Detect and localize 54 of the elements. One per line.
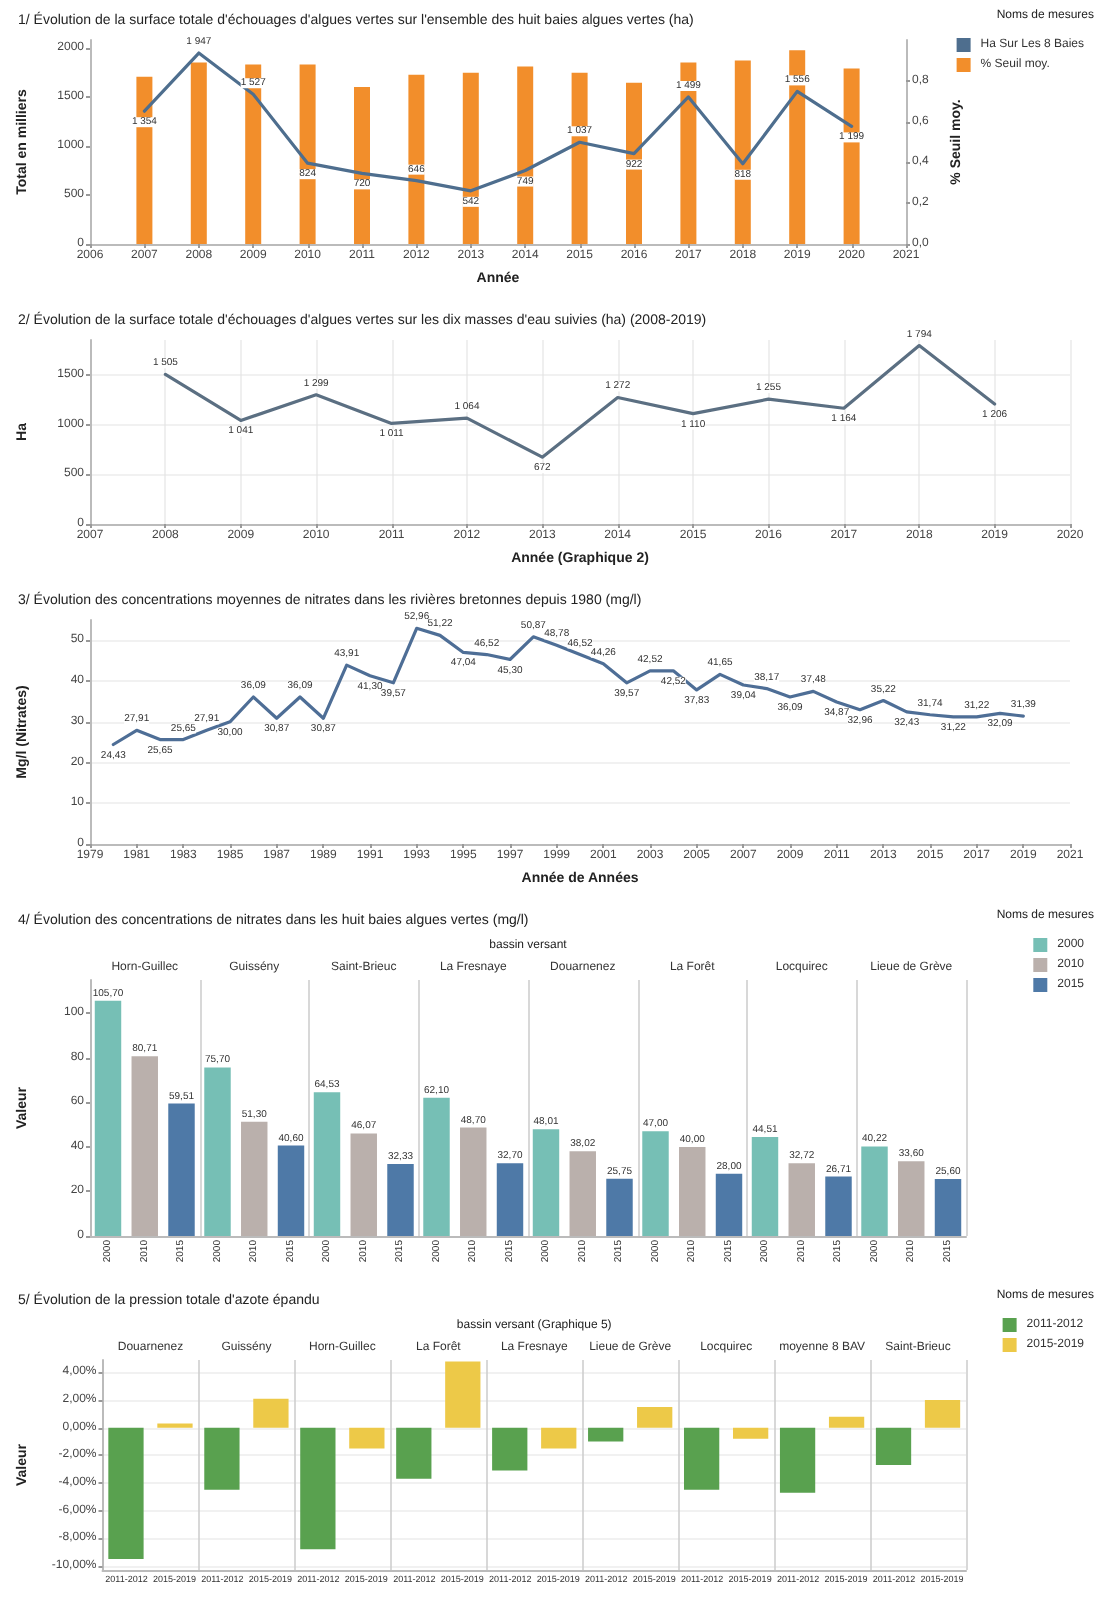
bar xyxy=(387,1164,414,1236)
bar xyxy=(94,1000,122,1236)
bar xyxy=(131,1056,158,1236)
bar xyxy=(462,72,479,244)
bar xyxy=(734,60,751,244)
bar xyxy=(642,1131,669,1236)
bar xyxy=(680,62,697,244)
bar xyxy=(313,1092,341,1236)
bar xyxy=(136,76,153,244)
bar xyxy=(300,1427,336,1550)
bar xyxy=(898,1161,925,1236)
bar xyxy=(204,1427,240,1490)
bar xyxy=(204,1067,231,1236)
bar xyxy=(492,1427,528,1471)
bar xyxy=(828,1416,865,1428)
bar xyxy=(460,1127,487,1236)
bar xyxy=(517,66,534,244)
bar xyxy=(532,1129,560,1236)
bar xyxy=(934,1179,962,1236)
bar xyxy=(277,1145,305,1236)
bar xyxy=(751,1136,779,1236)
bar xyxy=(606,1178,633,1236)
bar xyxy=(588,1427,624,1442)
bar xyxy=(924,1400,961,1428)
bar xyxy=(571,72,588,244)
bar xyxy=(825,1176,852,1236)
bar xyxy=(396,1427,432,1479)
bar xyxy=(108,1427,144,1559)
bar xyxy=(241,1121,268,1236)
bar xyxy=(626,82,642,244)
bar xyxy=(679,1146,706,1236)
bar xyxy=(843,68,860,244)
bar xyxy=(684,1427,720,1490)
bar xyxy=(861,1146,888,1236)
bar xyxy=(423,1097,450,1236)
bar xyxy=(253,1398,289,1428)
bar xyxy=(350,1133,377,1236)
bar xyxy=(779,1427,816,1493)
bar xyxy=(445,1361,481,1428)
bar xyxy=(541,1427,577,1449)
bar xyxy=(715,1173,743,1236)
bar xyxy=(190,62,207,244)
bar xyxy=(354,86,370,244)
bar xyxy=(299,64,316,244)
bar xyxy=(733,1427,769,1439)
bar xyxy=(408,74,425,244)
bar xyxy=(349,1427,385,1449)
bar xyxy=(875,1427,912,1465)
bar xyxy=(789,50,806,244)
bar xyxy=(788,1163,815,1236)
bar xyxy=(168,1103,195,1236)
bar xyxy=(637,1406,673,1428)
bar xyxy=(496,1163,524,1236)
bar xyxy=(569,1151,596,1236)
